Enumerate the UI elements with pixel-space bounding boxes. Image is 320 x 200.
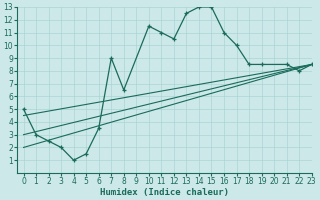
X-axis label: Humidex (Indice chaleur): Humidex (Indice chaleur) <box>100 188 229 197</box>
